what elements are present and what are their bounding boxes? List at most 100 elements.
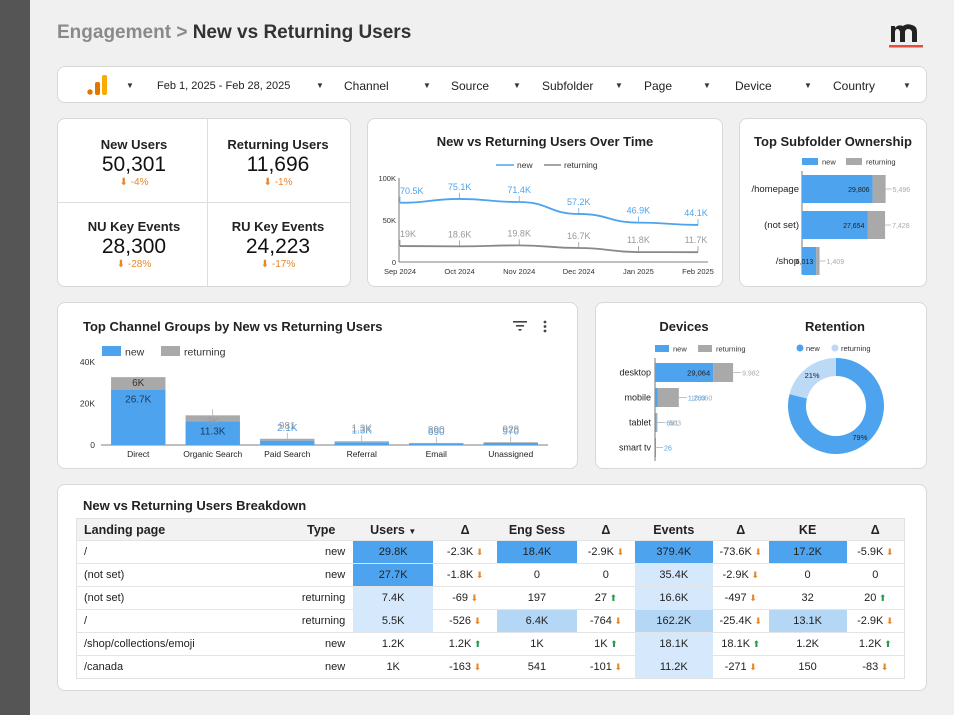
filter-source[interactable]: Source [451,79,490,93]
cell-delta: 0 [576,563,635,587]
brand-logo-icon [889,24,923,48]
data-label: 44.1K [684,208,708,218]
filter-bar: ▼ Feb 1, 2025 - Feb 28, 2025 ▼ Channel ▼… [57,66,927,103]
table-title: New vs Returning Users Breakdown [83,498,307,513]
left-sidebar-strip [0,0,30,715]
cell-delta: 1.2K ⬆ [846,632,905,656]
legend-label-returning: returning [866,158,896,167]
breadcrumb[interactable]: Engagement [57,22,172,43]
col-header-users[interactable]: Users ▼ [353,518,434,541]
bar-label-returning: 3K [207,416,220,427]
filter-device[interactable]: Device [735,79,772,93]
filter-subfolder[interactable]: Subfolder [542,79,594,93]
table-row[interactable]: (not set) new 27.7K -1.8K ⬇ 0 0 35.4K -2.9K ⬇ 0 0 [76,563,905,587]
legend-label-returning: returning [184,347,226,359]
filter-page[interactable]: Page [644,79,673,93]
cell-delta: 0 [846,563,905,587]
bar-new [802,247,817,275]
bar-label-new: 29,806 [848,187,870,194]
legend-swatch-new [655,345,669,352]
cell-ke: 150 [768,655,847,679]
arrow-down-icon: ⬇ [746,662,757,672]
breakdown-table: Landing page Type Users ▼ Δ Eng Sess Δ E… [76,518,905,679]
cell-events: 16.6K [634,586,713,610]
cell-eng-sess: 197 [497,586,577,610]
table-row[interactable]: (not set) returning 7.4K -69 ⬇ 197 27 ⬆ 16.6K -… [76,586,905,610]
col-header-ke[interactable]: KE [768,518,847,541]
table-row[interactable]: / new 29.8K -2.3K ⬇ 18.4K -2.9K ⬇ 379.4K -73.6K… [76,540,905,564]
over-time-chart-card: New vs Returning Users Over Time new retu… [367,118,723,287]
arrow-up-icon: ⬆ [606,593,618,603]
legend-label-new: new [806,344,820,353]
col-header-delta[interactable]: Δ [712,518,769,541]
chevron-down-icon[interactable]: ▼ [804,81,812,90]
table-row[interactable]: /shop/collections/emoji new 1.2K 1.2K ⬆ 1K 1K… [76,632,905,656]
col-header-events[interactable]: Events [634,518,713,541]
bar-new [334,442,389,445]
filter-icon[interactable] [513,320,527,332]
cell-events: 379.4K [634,540,713,564]
bar-label-new: 29,064 [687,369,710,378]
bar-label-new: 1,263 [688,396,706,403]
chevron-down-icon[interactable]: ▼ [513,81,521,90]
kpi-title: NU Key Events [87,219,181,234]
channel-chart-card: Top Channel Groups by New vs Returning U… [57,302,578,469]
category-label: (not set) [764,220,799,231]
bar-returning [483,442,538,443]
cell-delta: -101 ⬇ [576,655,635,679]
date-range-picker[interactable]: Feb 1, 2025 - Feb 28, 2025 [157,80,291,92]
devices-title: Devices [659,319,709,334]
cell-delta: -73.6K ⬇ [712,540,769,564]
data-label: 57.2K [567,197,591,207]
filter-country[interactable]: Country [833,79,876,93]
cell-users: 7.4K [353,586,434,610]
bar-new [802,175,873,203]
chevron-down-icon[interactable]: ▼ [316,81,324,90]
bar-new [802,211,868,239]
col-header-delta[interactable]: Δ [846,518,905,541]
arrow-down-icon: ⬇ [883,616,894,626]
chevron-down-icon[interactable]: ▼ [423,81,431,90]
cell-ke: 17.2K [768,540,847,564]
chevron-down-icon[interactable]: ▼ [703,81,711,90]
col-header-delta[interactable]: Δ [576,518,635,541]
data-label: 11.7K [685,235,708,245]
y-tick-label: 0 [90,440,95,450]
cell-delta: 27 ⬆ [576,586,635,610]
table-row[interactable]: /canada new 1K -163 ⬇ 541 -101 ⬇ 11.2K -271 ⬇ 15… [76,655,905,679]
bar-label-returning: 503 [669,421,681,428]
bar-label-new: 970 [502,426,519,437]
col-header-delta[interactable]: Δ [433,518,498,541]
cell-eng-sess: 6.4K [497,609,577,633]
col-header-type[interactable]: Type [289,518,354,541]
col-header-landing-page[interactable]: Landing page [76,518,290,541]
chevron-down-icon[interactable]: ▼ [615,81,623,90]
table-row[interactable]: / returning 5.5K -526 ⬇ 6.4K -764 ⬇ 162.2K -25.… [76,609,905,633]
data-label: 19.8K [507,228,531,238]
bar-returning [260,438,315,441]
bar-label-new: 1.3K [351,425,372,436]
filter-channel[interactable]: Channel [344,79,389,93]
more-vert-icon[interactable] [543,320,547,333]
analytics-dropdown-caret-icon[interactable]: ▼ [126,81,134,90]
data-label: 18.6K [448,229,472,239]
pie-label: 21% [805,371,820,380]
cell-users: 1K [353,655,434,679]
bar-returning [185,415,240,422]
legend-swatch-new [102,346,121,356]
pie-slice-new [788,358,884,454]
cell-delta: -69 ⬇ [433,586,498,610]
cell-landing-page: (not set) [76,563,290,587]
bar-new [185,421,240,445]
chart-title: Top Subfolder Ownership [754,134,912,149]
col-header-eng-sess[interactable]: Eng Sess [497,518,577,541]
arrow-down-icon: ⬇ [473,570,484,580]
category-label: Referral [347,449,377,459]
cell-delta: -526 ⬇ [433,609,498,633]
chart-title: Top Channel Groups by New vs Returning U… [83,319,383,334]
data-label: 11.8K [627,235,650,245]
arrow-down-icon: ⬇ [611,616,622,626]
chevron-down-icon[interactable]: ▼ [903,81,911,90]
cell-type: new [289,632,354,656]
sort-desc-icon[interactable]: ▼ [408,526,417,536]
